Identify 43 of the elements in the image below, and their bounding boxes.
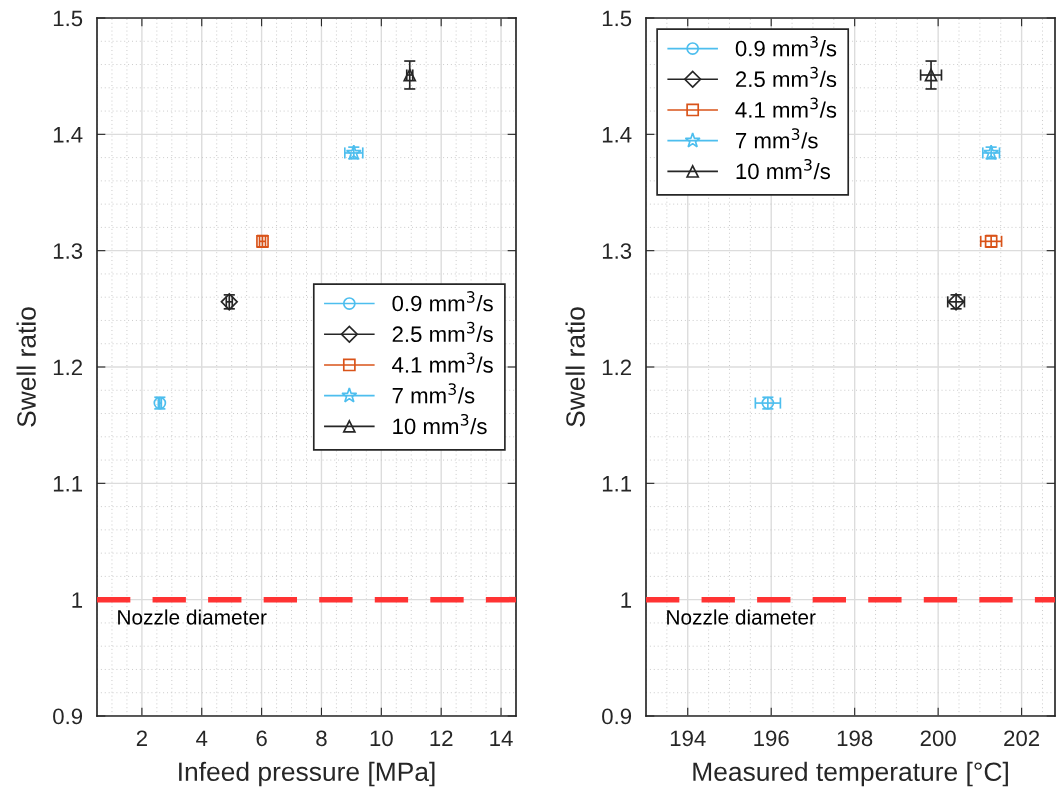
x-tick-label: 196 [754,730,789,747]
x-axis-title: Infeed pressure [MPa] [179,761,435,787]
y-axis-title: Swell ratio [565,307,585,427]
y-tick-label: 1 [72,592,83,608]
point [924,68,938,82]
x-tick-label: 6 [256,730,267,747]
legend-label: 0.9 mm$^{3}$/s [735,36,837,57]
x-tick-label: 2 [136,730,147,746]
x-tick-label: 8 [316,730,327,747]
x-tick-label: 200 [920,730,956,747]
y-tick-label: 1.2 [53,359,82,376]
y-tick-label: 1.3 [602,243,632,259]
x-axis-title: Measured temperature [°C] [693,761,1008,787]
y-tick-label: 1.3 [53,243,83,259]
x-tick-label: 202 [1004,730,1040,747]
legend-label: 7 mm$^{3}$/s [392,383,475,404]
y-tick-label: 0.9 [53,708,83,725]
legend-label: 2.5 mm$^{3}$/s [392,321,493,343]
y-tick-label: 1.5 [602,10,632,27]
x-tick-label: 12 [430,730,453,746]
y-tick-label: 1.1 [53,476,83,492]
legend-label: 7 mm$^{3}$/s [736,128,818,149]
ref-line-label: Nozzle diameter [667,609,816,625]
y-tick-label: 0.9 [602,708,632,725]
x-tick-label: 198 [837,730,873,747]
x-tick-label: 4 [196,730,208,746]
y-tick-label: 1.5 [53,10,83,27]
y-tick-label: 1.4 [602,127,632,143]
ref-line-label: Nozzle diameter [118,609,267,625]
legend-label: 0.9 mm$^{3}$/s [392,291,493,312]
y-tick-label: 1 [621,592,632,608]
y-tick-label: 1.1 [602,476,632,492]
x-tick-label: 14 [490,730,513,746]
x-tick-label: 10 [370,730,393,747]
legend-label: 10 mm$^{3}$/s [393,413,487,435]
y-tick-label: 1.2 [602,359,631,376]
legend-label: 4.1 mm$^{3}$/s [735,97,837,118]
y-axis-title: Swell ratio [16,307,36,427]
legend-label: 10 mm$^{3}$/s [736,158,830,180]
y-tick-label: 1.4 [53,127,83,143]
x-tick-label: 194 [670,730,706,747]
legend-label: 4.1 mm$^{3}$/s [392,352,493,373]
legend-label: 2.5 mm$^{3}$/s [736,66,837,88]
